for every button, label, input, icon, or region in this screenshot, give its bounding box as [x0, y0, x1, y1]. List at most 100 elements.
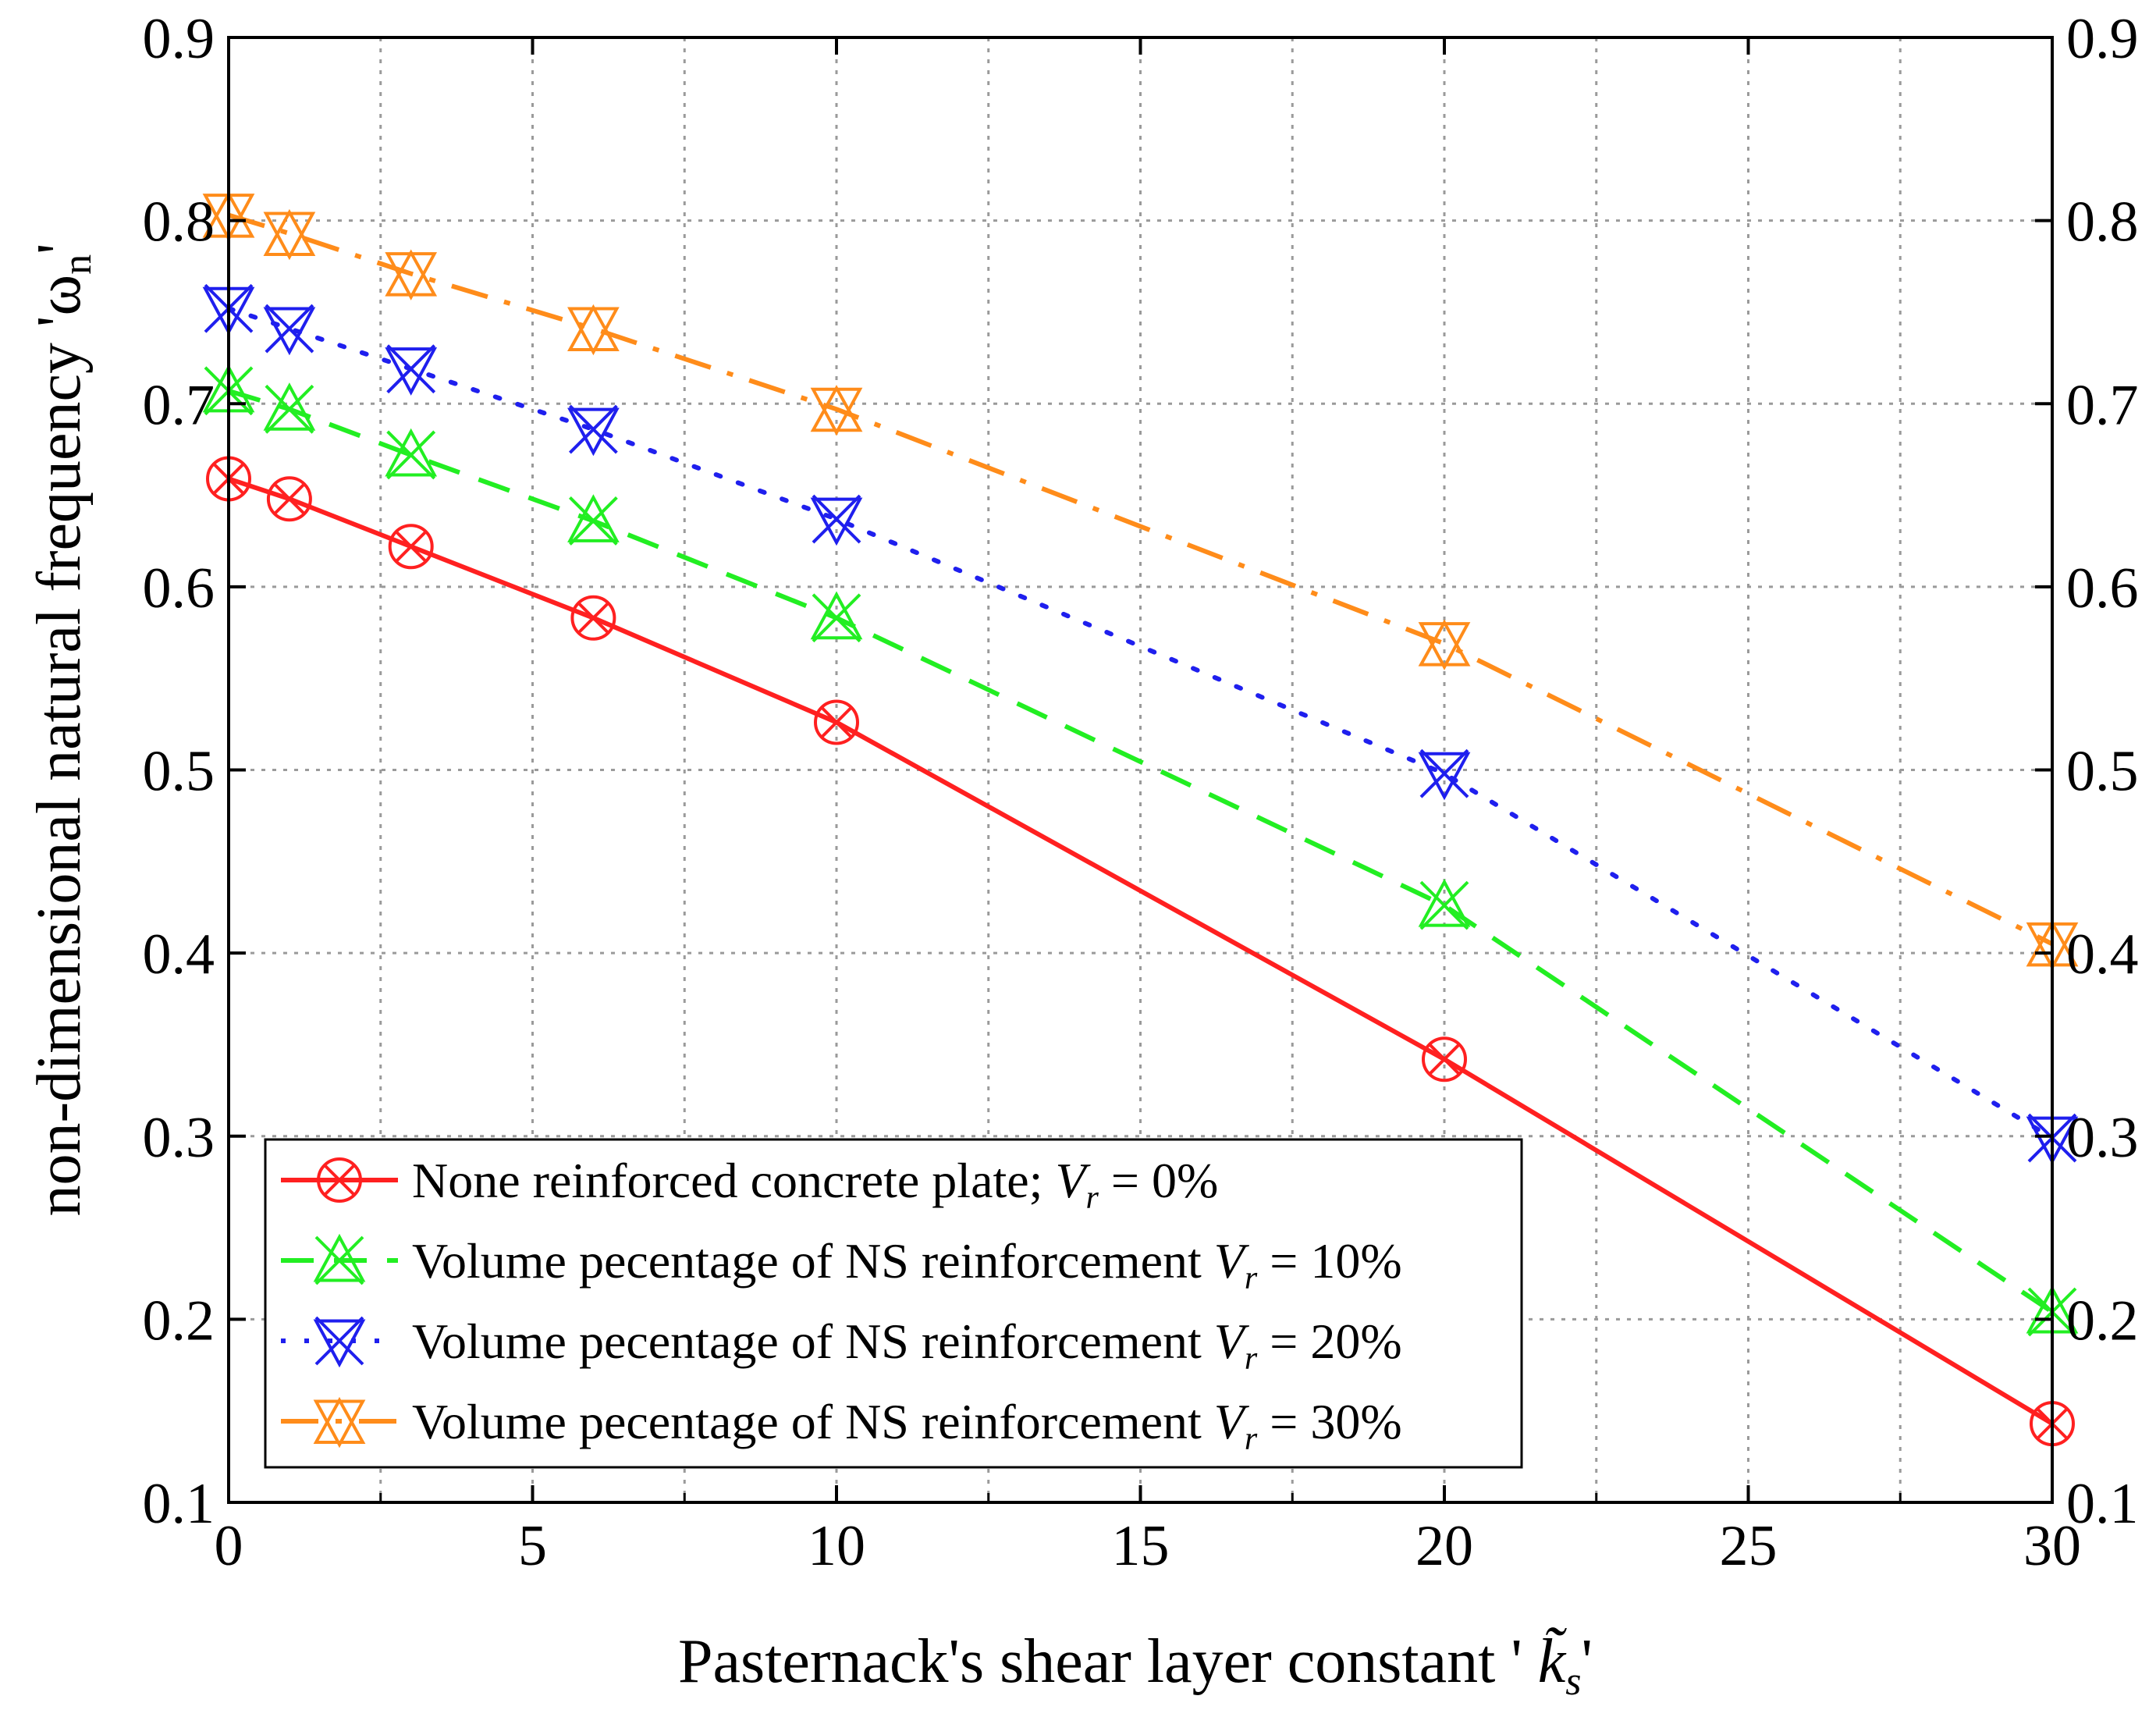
marker-triangle [1418, 878, 1471, 927]
x-axis-title-symbol: k̃ [1538, 1627, 1567, 1696]
tick-layer [227, 36, 2054, 1504]
marker-triangle-inverse [1418, 619, 1471, 667]
marker-stroke [265, 384, 314, 434]
data-point-3-4 [810, 385, 863, 436]
marker-stroke [1419, 880, 1469, 930]
y-axis-title-symbol: ω [25, 275, 94, 316]
marker-stroke [395, 530, 428, 563]
legend-swatches [281, 1157, 398, 1449]
data-point-0-3 [570, 595, 616, 641]
marker-circle [570, 595, 616, 641]
marker-triangle-inverse [567, 304, 620, 352]
x-tick-label: 20 [1415, 1514, 1473, 1578]
data-point-2-4 [810, 494, 863, 546]
data-point-1-4 [810, 591, 863, 643]
legend-swatch-marker-1 [313, 1233, 366, 1285]
legend-label-1: Volume pecentage of NS reinforcement Vr … [412, 1233, 1402, 1296]
marker-circle [814, 699, 859, 745]
x-axis-title-suffix: ' [1582, 1627, 1593, 1696]
legend-label-2: Volume pecentage of NS reinforcement Vr … [412, 1314, 1402, 1377]
y-axis-title: non-dimensional natural frequency 'ωn' [25, 243, 100, 1216]
data-point-0-4 [814, 699, 859, 745]
marker-circle [266, 476, 312, 522]
x-axis-title-subscript: s [1565, 1659, 1581, 1704]
y-tick-label-left: 0.5 [143, 740, 215, 804]
y-tick-label-right: 0.3 [2066, 1106, 2139, 1170]
y-tick-label-left: 0.2 [143, 1289, 215, 1353]
legend-label-0: None reinforced concrete plate; Vr = 0% [412, 1153, 1218, 1216]
marker-triangle [810, 591, 863, 640]
y-axis-title-prefix: non-dimensional natural frequency ' [25, 316, 94, 1217]
marker-stroke [1419, 748, 1469, 798]
legend: None reinforced concrete plate; Vr = 0% … [264, 1138, 1523, 1469]
grid-layer [229, 37, 2052, 1502]
y-tick-label-right: 0.4 [2066, 923, 2139, 987]
x-tick-label: 15 [1112, 1514, 1170, 1578]
marker-stroke [386, 430, 436, 480]
marker-triangle-inverse [385, 249, 438, 297]
data-point-3-3 [567, 304, 620, 356]
marker-circle [317, 1157, 362, 1203]
marker-stroke [568, 496, 618, 546]
data-point-1-2 [385, 428, 438, 480]
marker-triangle [567, 407, 620, 457]
marker-stroke [314, 1316, 364, 1366]
marker-stroke [1428, 1043, 1461, 1075]
legend-swatch-marker-2 [313, 1316, 366, 1368]
marker-stroke [812, 494, 861, 544]
marker-triangle [385, 428, 438, 477]
marker-triangle-inverse [313, 1396, 366, 1444]
y-tick-label-left: 0.8 [143, 190, 215, 254]
x-axis-title: Pasternack's shear layer constant ' k̃s' [678, 1627, 1593, 1704]
marker-stroke [577, 602, 609, 635]
x-tick-label: 0 [215, 1514, 243, 1578]
data-point-3-2 [385, 249, 438, 300]
y-tick-label-left: 0.3 [143, 1106, 215, 1170]
y-tick-label-left: 0.1 [143, 1472, 215, 1536]
data-point-2-5 [1418, 748, 1471, 801]
y-tick-label-right: 0.5 [2066, 740, 2139, 804]
marker-stroke [323, 1164, 356, 1196]
y-tick-label-left: 0.4 [143, 923, 215, 987]
data-point-0-5 [1422, 1036, 1467, 1083]
y-tick-label-right: 0.9 [2066, 7, 2139, 71]
data-point-2-1 [263, 304, 316, 356]
tick-label-layer: 0 5 10 15 20 25 300.1 0.10.2 0.20.3 0.30.4 0.40.5 0… [143, 7, 2139, 1578]
y-tick-label-left: 0.7 [143, 373, 215, 437]
marker-triangle [810, 497, 863, 546]
y-tick-label-right: 0.8 [2066, 190, 2139, 254]
y-axis-title-suffix: ' [25, 243, 94, 254]
data-point-1-5 [1418, 878, 1471, 930]
y-tick-label-right: 0.2 [2066, 1289, 2139, 1353]
x-tick-label: 5 [518, 1514, 547, 1578]
legend-swatch-marker-0 [317, 1157, 362, 1203]
x-axis-title-prefix: Pasternack's shear layer constant ' [678, 1627, 1538, 1696]
marker-stroke [568, 404, 618, 454]
marker-triangle-inverse [263, 208, 316, 257]
y-tick-label-left: 0.9 [143, 7, 215, 71]
data-point-3-5 [1418, 619, 1471, 670]
x-tick-label: 10 [808, 1514, 865, 1578]
marker-triangle [385, 347, 438, 396]
data-point-2-2 [385, 344, 438, 396]
marker-triangle [313, 1319, 366, 1368]
x-tick-label: 30 [2023, 1514, 2081, 1578]
marker-stroke [812, 593, 861, 643]
y-tick-label-right: 0.7 [2066, 373, 2139, 437]
marker-circle [1422, 1036, 1467, 1083]
marker-triangle [263, 382, 316, 431]
legend-label-3: Volume pecentage of NS reinforcement Vr … [412, 1394, 1402, 1457]
y-tick-label-right: 0.6 [2066, 556, 2139, 620]
legend-box [264, 1138, 1523, 1469]
marker-triangle [263, 307, 316, 356]
marker-stroke [314, 1235, 364, 1285]
marker-circle [388, 524, 434, 570]
data-point-0-1 [266, 476, 312, 522]
marker-stroke [820, 706, 853, 738]
y-tick-label-right: 0.1 [2066, 1472, 2139, 1536]
marker-stroke [265, 304, 314, 354]
y-axis-title-subscript: n [55, 254, 100, 275]
data-point-2-3 [567, 404, 620, 457]
y-tick-label-left: 0.6 [143, 556, 215, 620]
